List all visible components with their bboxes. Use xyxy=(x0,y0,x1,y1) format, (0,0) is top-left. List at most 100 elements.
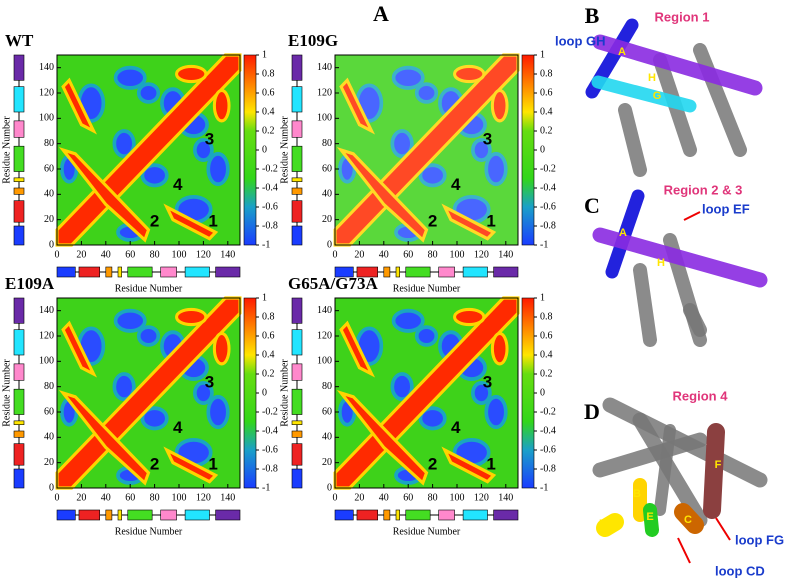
x-tick-label: 140 xyxy=(220,492,235,503)
x-tick-label: 80 xyxy=(150,249,160,260)
panel-label: D xyxy=(584,399,600,424)
domain-segment xyxy=(356,509,378,521)
colorbar-tick-label: -0.6 xyxy=(540,444,556,455)
y-axis-label: Residue Number xyxy=(279,359,290,427)
helix-label: B xyxy=(633,488,641,500)
x-tick-label: 60 xyxy=(403,492,413,503)
y-tick-label: 20 xyxy=(322,457,332,468)
domain-segment xyxy=(291,54,303,81)
domain-segment xyxy=(334,509,354,521)
helix-cylinder xyxy=(618,103,647,177)
y-tick-label: 100 xyxy=(317,356,332,367)
colorbar-tick-label: 0.8 xyxy=(262,311,275,322)
colorbar-tick-label: 0.2 xyxy=(262,125,275,136)
domain-segment xyxy=(215,266,241,278)
helix-label: A xyxy=(618,46,626,58)
colorbar-tick-label: -0.4 xyxy=(262,425,278,436)
x-tick-label: 40 xyxy=(101,249,111,260)
domain-segment xyxy=(160,266,177,278)
domain-segment xyxy=(184,266,210,278)
helix-cylinder xyxy=(654,424,676,516)
x-tick-label: 120 xyxy=(196,249,211,260)
x-tick-label: 20 xyxy=(76,492,86,503)
y-axis-label: Residue Number xyxy=(1,359,12,427)
domain-segment xyxy=(334,266,354,278)
colorbar-tick-label: 0.4 xyxy=(262,106,275,117)
helix-cylinder xyxy=(703,423,725,519)
arrow xyxy=(683,211,701,221)
domain-segment xyxy=(291,297,303,324)
colorbar-tick-label: 1 xyxy=(540,49,545,60)
figure-label: A xyxy=(373,1,389,26)
colorbar-tick-label: -0.6 xyxy=(262,444,278,455)
region-label: 4 xyxy=(173,175,183,194)
region-label: 2 xyxy=(428,455,437,474)
colorbar-tick-label: -0.4 xyxy=(540,182,556,193)
colorbar-tick-label: 0.8 xyxy=(540,311,553,322)
y-tick-label: 80 xyxy=(322,381,332,392)
domain-segment xyxy=(78,509,100,521)
domain-segment xyxy=(291,468,303,489)
y-axis-label: Residue Number xyxy=(279,116,290,184)
x-axis-label: Residue Number xyxy=(115,283,183,294)
domain-segment xyxy=(117,266,122,278)
colorbar-tick-label: 0.4 xyxy=(540,106,553,117)
helix-label: H xyxy=(648,72,656,84)
x-tick-label: 0 xyxy=(333,492,338,503)
colorbar-tick-label: 0 xyxy=(262,144,267,155)
domain-segment xyxy=(383,509,391,521)
helix-cylinder xyxy=(693,43,747,157)
domain-segment xyxy=(405,509,431,521)
domain-segment xyxy=(291,329,303,356)
colorbar-tick-label: 1 xyxy=(262,292,267,303)
plot-frame xyxy=(56,297,241,489)
domain-segment xyxy=(160,509,177,521)
domain-segment xyxy=(13,86,25,113)
plot-frame xyxy=(334,297,519,489)
colorbar-tick-label: 0.6 xyxy=(540,87,553,98)
domain-segment xyxy=(462,266,488,278)
x-tick-label: 60 xyxy=(125,492,135,503)
colorbar xyxy=(521,297,535,489)
domain-segment xyxy=(13,443,25,466)
region-label: 1 xyxy=(486,455,495,474)
x-axis-label: Residue Number xyxy=(115,526,183,537)
colorbar-tick-label: -0.8 xyxy=(262,220,278,231)
domain-segment xyxy=(291,363,303,381)
domain-segment xyxy=(13,420,25,425)
x-tick-label: 80 xyxy=(428,492,438,503)
x-tick-label: 100 xyxy=(450,492,465,503)
domain-segment xyxy=(127,509,153,521)
domain-segment xyxy=(291,225,303,246)
colorbar-tick-label: -0.6 xyxy=(540,201,556,212)
domain-segment xyxy=(438,266,455,278)
helix-label: F xyxy=(715,459,722,471)
domain-segment xyxy=(291,145,303,172)
x-axis-label: Residue Number xyxy=(393,283,461,294)
panel-label: C xyxy=(584,193,600,218)
region-label: 2 xyxy=(428,212,437,231)
domain-segment xyxy=(13,297,25,324)
helix-label: E xyxy=(646,511,653,523)
helix-cylinder xyxy=(683,303,707,337)
x-tick-label: 140 xyxy=(498,249,513,260)
colorbar-tick-label: -0.4 xyxy=(262,182,278,193)
domain-segment xyxy=(215,509,241,521)
x-tick-label: 120 xyxy=(474,249,489,260)
x-tick-label: 120 xyxy=(196,492,211,503)
region-label: 1 xyxy=(486,212,495,231)
x-tick-label: 140 xyxy=(220,249,235,260)
domain-segment xyxy=(127,266,153,278)
colorbar-tick-label: 1 xyxy=(262,49,267,60)
y-tick-label: 0 xyxy=(327,239,332,250)
colorbar-tick-label: 0.2 xyxy=(262,368,275,379)
helix-cylinder xyxy=(633,263,657,347)
domain-segment xyxy=(395,266,400,278)
x-tick-label: 140 xyxy=(498,492,513,503)
region-label: 3 xyxy=(483,129,492,148)
region-label: 3 xyxy=(205,129,214,148)
domain-segment xyxy=(356,266,378,278)
y-tick-label: 40 xyxy=(44,432,54,443)
x-tick-label: 40 xyxy=(101,492,111,503)
